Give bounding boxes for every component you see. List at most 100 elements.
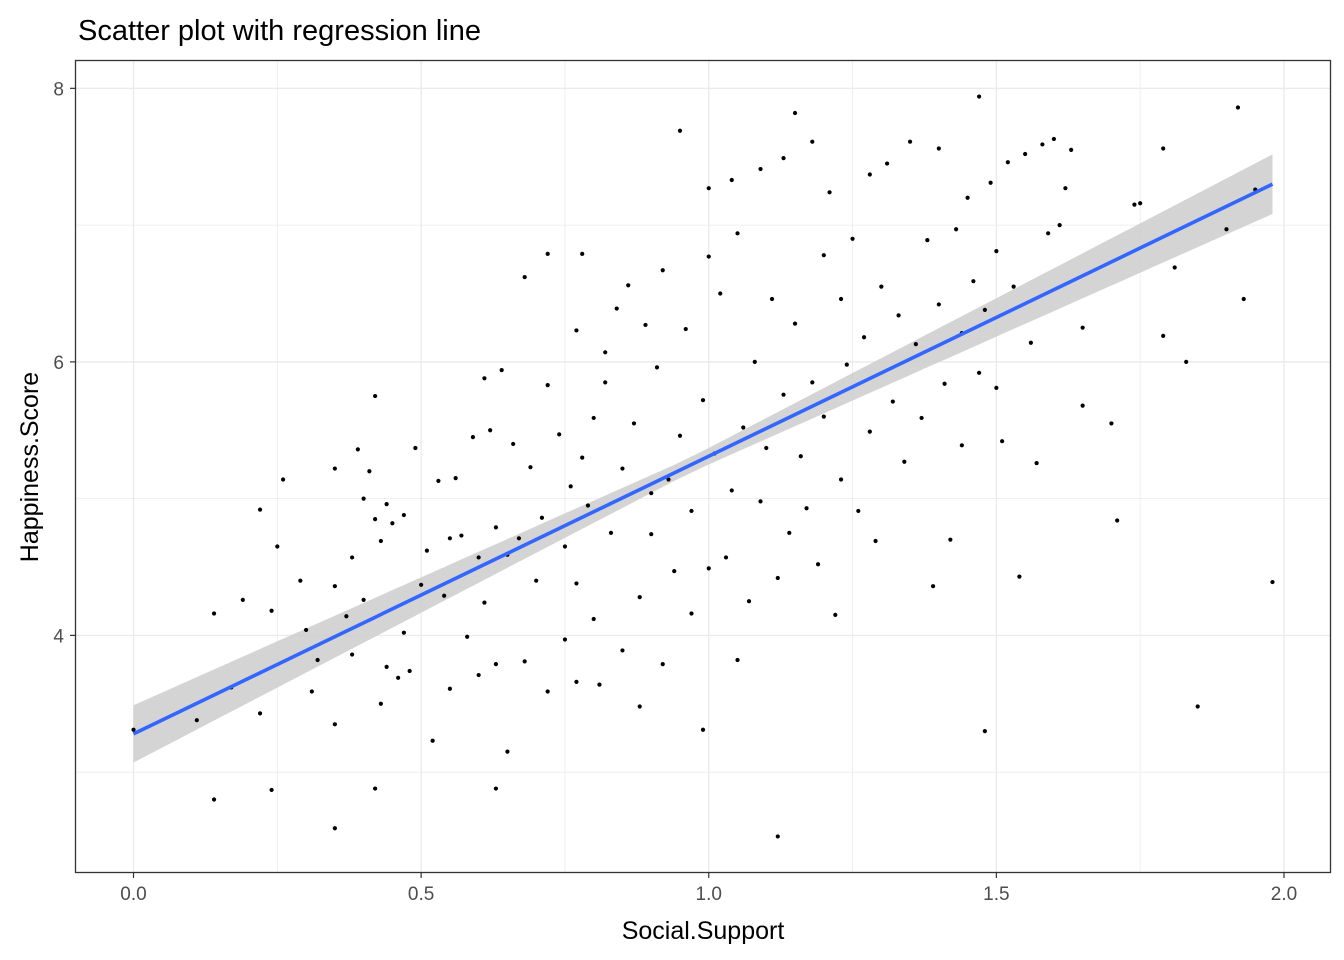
data-point (879, 284, 884, 289)
data-point (424, 548, 429, 553)
data-point (545, 251, 550, 256)
data-point (522, 274, 527, 280)
data-point (476, 672, 481, 678)
data-point (1115, 518, 1120, 523)
data-point (654, 365, 660, 370)
data-point (240, 597, 245, 602)
data-point (804, 506, 809, 511)
y-tick-label: 8 (53, 79, 64, 100)
data-point (977, 94, 982, 99)
data-point (580, 455, 585, 460)
data-point (442, 593, 447, 598)
x-axis: 0.0 0.5 1.0 1.5 2.0 (120, 872, 1297, 905)
data-point (982, 729, 987, 734)
data-point (493, 786, 499, 791)
data-point (844, 362, 849, 367)
data-point (1040, 142, 1045, 147)
data-point (516, 536, 522, 541)
panel-border (74, 59, 1332, 874)
data-point (626, 283, 631, 288)
data-point (890, 399, 895, 404)
data-point (861, 335, 867, 340)
data-point (1138, 201, 1143, 206)
data-point (821, 414, 826, 419)
data-point (574, 328, 579, 333)
data-point (896, 313, 901, 318)
data-point (815, 562, 821, 567)
data-point (833, 612, 838, 617)
data-point (603, 380, 608, 385)
data-point (775, 834, 780, 839)
data-point (781, 392, 786, 397)
data-point (677, 128, 683, 133)
data-point (792, 110, 798, 116)
data-point (1184, 359, 1189, 364)
data-point (959, 443, 964, 448)
data-point (401, 630, 406, 635)
data-point (867, 429, 872, 434)
data-point (660, 268, 665, 273)
data-point (649, 491, 654, 496)
data-point (269, 787, 274, 793)
data-point (965, 195, 970, 200)
data-point (401, 512, 406, 518)
data-point (620, 648, 625, 653)
grid-lines (76, 61, 1330, 872)
data-point (568, 484, 573, 489)
data-point (994, 385, 999, 390)
data-point (384, 502, 389, 507)
data-point (493, 662, 499, 667)
data-point (585, 503, 591, 508)
data-point (723, 555, 729, 560)
y-axis: 4 6 8 (53, 79, 76, 647)
data-point (798, 454, 803, 459)
data-point (413, 445, 418, 451)
data-point (488, 428, 493, 433)
data-point (131, 727, 136, 732)
data-point (534, 578, 539, 583)
data-point (373, 517, 378, 522)
data-point (298, 578, 303, 583)
data-point (459, 533, 464, 538)
data-point (580, 251, 585, 256)
data-point (574, 679, 579, 685)
data-point (557, 432, 562, 437)
data-point (597, 682, 602, 687)
data-point (355, 447, 360, 452)
data-point (735, 231, 740, 236)
data-point (603, 350, 608, 355)
data-point (390, 521, 395, 526)
y-tick-label: 4 (53, 626, 64, 647)
x-tick-label: 1.5 (983, 884, 1009, 905)
data-point (856, 508, 861, 514)
data-point (350, 555, 355, 560)
data-point (700, 727, 706, 732)
data-point (948, 537, 953, 542)
data-point (482, 600, 487, 605)
data-point (683, 326, 688, 332)
data-point (257, 507, 263, 512)
data-point (407, 668, 412, 674)
x-tick-label: 1.0 (696, 884, 722, 905)
data-point (718, 291, 723, 296)
data-point (470, 434, 476, 440)
data-point (1051, 136, 1056, 142)
y-axis-title: Happiness.Score (16, 372, 44, 562)
data-point (689, 508, 694, 514)
data-point (746, 599, 752, 604)
data-point (631, 421, 637, 426)
data-point (666, 477, 671, 482)
data-point (608, 530, 614, 535)
data-point (810, 139, 815, 144)
data-point (1172, 265, 1177, 270)
data-point (396, 675, 401, 680)
data-point (729, 488, 734, 493)
data-point (511, 441, 516, 447)
data-point (1069, 147, 1074, 152)
data-point (350, 652, 355, 657)
data-point (1195, 704, 1200, 709)
data-point (925, 238, 930, 243)
data-point (280, 477, 286, 482)
data-point (465, 634, 470, 639)
